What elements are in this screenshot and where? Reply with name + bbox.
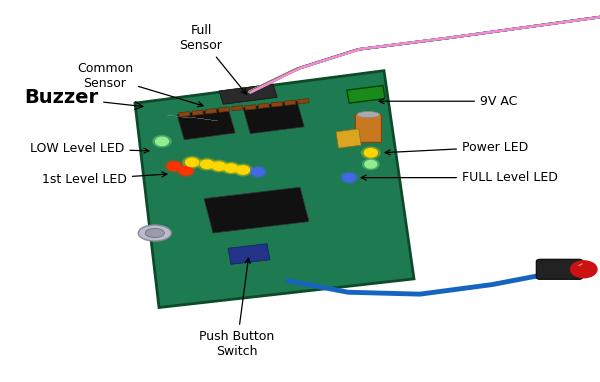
Polygon shape xyxy=(232,105,243,111)
Circle shape xyxy=(177,165,195,176)
Circle shape xyxy=(234,164,252,176)
Ellipse shape xyxy=(145,228,164,238)
Text: 1st Level LED: 1st Level LED xyxy=(42,172,167,186)
Text: Power LED: Power LED xyxy=(385,141,528,155)
Circle shape xyxy=(153,136,171,147)
Circle shape xyxy=(198,159,216,170)
FancyBboxPatch shape xyxy=(355,114,382,142)
Polygon shape xyxy=(135,71,414,308)
Circle shape xyxy=(362,159,379,170)
FancyBboxPatch shape xyxy=(536,259,583,279)
Circle shape xyxy=(179,167,193,175)
Text: Buzzer: Buzzer xyxy=(24,88,143,110)
Circle shape xyxy=(364,149,377,157)
Polygon shape xyxy=(218,107,230,112)
Polygon shape xyxy=(243,101,304,134)
Circle shape xyxy=(155,137,169,146)
Polygon shape xyxy=(284,100,296,105)
Circle shape xyxy=(222,162,240,174)
Circle shape xyxy=(165,160,183,172)
Text: FULL Level LED: FULL Level LED xyxy=(361,171,558,184)
Polygon shape xyxy=(347,86,385,103)
Text: Push Button
Switch: Push Button Switch xyxy=(199,258,275,358)
Circle shape xyxy=(224,164,238,172)
Text: Full
Sensor: Full Sensor xyxy=(179,24,247,94)
Circle shape xyxy=(365,160,377,168)
Circle shape xyxy=(249,166,267,178)
Polygon shape xyxy=(336,129,361,148)
Circle shape xyxy=(362,147,380,159)
Circle shape xyxy=(167,162,181,170)
Circle shape xyxy=(343,173,356,182)
Polygon shape xyxy=(192,110,203,115)
Polygon shape xyxy=(298,99,309,104)
Polygon shape xyxy=(177,108,235,140)
Ellipse shape xyxy=(139,225,172,241)
Polygon shape xyxy=(179,112,190,117)
Circle shape xyxy=(236,166,250,174)
Text: Common
Sensor: Common Sensor xyxy=(77,62,203,107)
Circle shape xyxy=(571,261,597,278)
Polygon shape xyxy=(219,84,277,104)
Circle shape xyxy=(210,160,228,172)
Polygon shape xyxy=(258,103,269,108)
Circle shape xyxy=(251,168,265,176)
Circle shape xyxy=(340,172,358,183)
Ellipse shape xyxy=(357,112,380,118)
Circle shape xyxy=(200,160,214,168)
Polygon shape xyxy=(204,187,309,233)
Text: 9V AC: 9V AC xyxy=(379,95,517,108)
Polygon shape xyxy=(228,244,270,264)
Circle shape xyxy=(183,157,201,168)
Polygon shape xyxy=(271,102,283,107)
Polygon shape xyxy=(205,108,217,114)
Polygon shape xyxy=(245,105,256,110)
Circle shape xyxy=(185,158,199,167)
Circle shape xyxy=(212,162,226,170)
Text: LOW Level LED: LOW Level LED xyxy=(30,142,149,155)
